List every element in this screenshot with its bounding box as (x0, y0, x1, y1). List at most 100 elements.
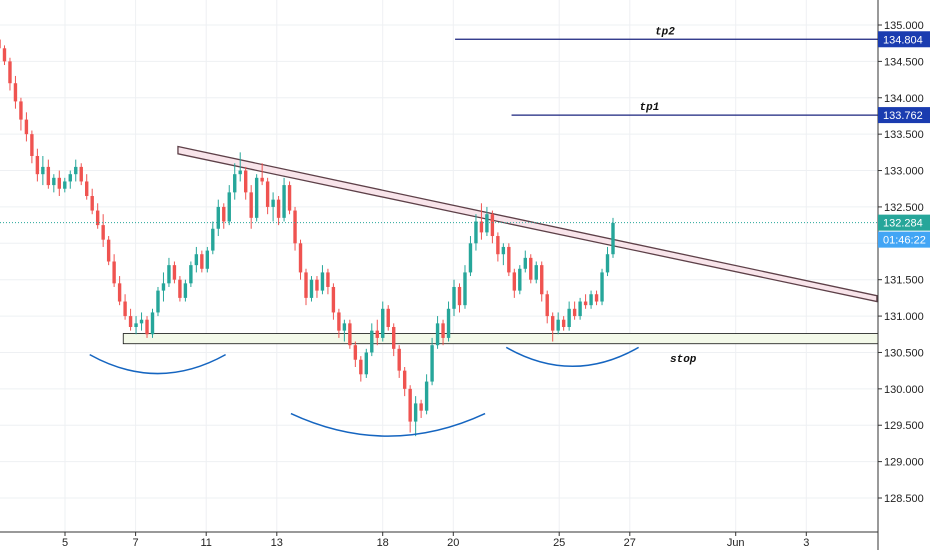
candle-body (463, 272, 467, 306)
candle-up (364, 348, 369, 378)
candle-up (233, 163, 237, 200)
candle-body (386, 308, 390, 327)
candle-up (63, 177, 67, 193)
candle-body (249, 192, 253, 218)
price-tick-label: 129.000 (884, 457, 924, 469)
candle-body (408, 388, 412, 422)
candle-down (572, 301, 577, 320)
candle-body (589, 294, 593, 306)
candle-body (348, 323, 352, 346)
candle-down (172, 261, 177, 284)
candle-body (578, 301, 582, 317)
right-shoulder-arc[interactable] (505, 346, 639, 367)
target-level-lines[interactable] (455, 38, 878, 116)
head-arc[interactable] (290, 412, 486, 437)
candle-down (594, 290, 599, 306)
candle-down (112, 254, 116, 287)
candle-body (123, 301, 127, 317)
candle-down (35, 148, 40, 182)
candle-up (309, 276, 314, 302)
candle-down (507, 243, 511, 277)
candle-body (282, 185, 286, 218)
candle-down (178, 276, 182, 302)
price-axis[interactable]: 128.500 129.000 129.500 130.000 130.500 131.0… (877, 0, 924, 550)
time-tick-label: 7 (133, 537, 139, 549)
candle-body (424, 381, 429, 411)
candle-down (0, 39, 1, 49)
candle-down (260, 163, 264, 186)
candle-body (479, 221, 484, 233)
candle-body (507, 246, 511, 273)
time-axis[interactable]: 5 7 11 13 18 20 25 27 Jun 3 (0, 531, 878, 549)
candle-up (381, 301, 385, 342)
bar-countdown-tag (878, 231, 930, 248)
trendline-channel-shape[interactable] (177, 145, 878, 303)
candle-up (468, 236, 473, 277)
candle-down (348, 319, 352, 349)
left-shoulder-arc[interactable] (89, 353, 226, 375)
candle-body (216, 206, 220, 229)
candle-down (304, 268, 308, 306)
candle-body (545, 294, 549, 317)
candle-body (320, 272, 325, 291)
candle-up (41, 155, 45, 186)
candle-down (583, 294, 588, 309)
candle-body (0, 39, 1, 49)
descending-trendline-channel[interactable] (177, 145, 878, 303)
candle-up (320, 265, 325, 295)
candle-body (35, 155, 40, 175)
candle-up (485, 206, 489, 237)
candle-body (441, 323, 445, 338)
candle-up (227, 185, 231, 226)
candle-down (331, 283, 336, 320)
candle-body (496, 236, 500, 255)
candle-down (30, 130, 34, 164)
candle-body (523, 257, 527, 269)
candle-body (24, 119, 29, 135)
candle-body (183, 283, 188, 298)
pattern-arc-annotations[interactable] (89, 346, 639, 437)
price-axis-tags: 134.804 133.762 132.284 01:46:22 (878, 31, 930, 248)
candle-body (74, 166, 78, 175)
candle-body (233, 174, 237, 193)
price-tick-label: 134.500 (884, 56, 924, 68)
candle-body (161, 283, 166, 291)
candle-up (161, 272, 166, 302)
time-tick-label: 25 (553, 537, 565, 549)
time-tick-label: Jun (727, 537, 745, 549)
candle-down (95, 203, 100, 229)
price-tick-label: 133.000 (884, 166, 924, 178)
candle-body (222, 206, 226, 222)
candle-up (68, 170, 72, 189)
candle-body (85, 181, 89, 197)
candle-up (523, 250, 527, 273)
candle-up (578, 297, 582, 320)
candle-up (134, 316, 138, 335)
stop-zone-rect[interactable] (122, 333, 879, 345)
candle-body (474, 221, 478, 244)
candle-body (150, 312, 155, 335)
candle-body (260, 177, 264, 182)
candle-body (512, 272, 517, 291)
candle-up (534, 261, 538, 284)
stop-support-zone[interactable] (122, 333, 879, 345)
tp2-price-tag (878, 31, 930, 48)
tp1-price-tag-text: 133.762 (883, 110, 923, 122)
candle-down (276, 196, 281, 226)
candle-body (567, 308, 571, 327)
candle-body (370, 330, 374, 353)
candle-body (271, 199, 275, 207)
candle-body (117, 283, 122, 302)
candle-body (13, 83, 18, 102)
time-tick-label: 13 (271, 537, 283, 549)
candle-up (139, 312, 144, 331)
candle-down (375, 319, 379, 346)
candle-down (326, 268, 330, 295)
candle-body (611, 222, 615, 255)
candle-down (46, 159, 51, 189)
candle-body (594, 294, 599, 302)
candle-body (550, 316, 555, 331)
candle-down (106, 236, 111, 266)
candle-body (457, 286, 462, 306)
